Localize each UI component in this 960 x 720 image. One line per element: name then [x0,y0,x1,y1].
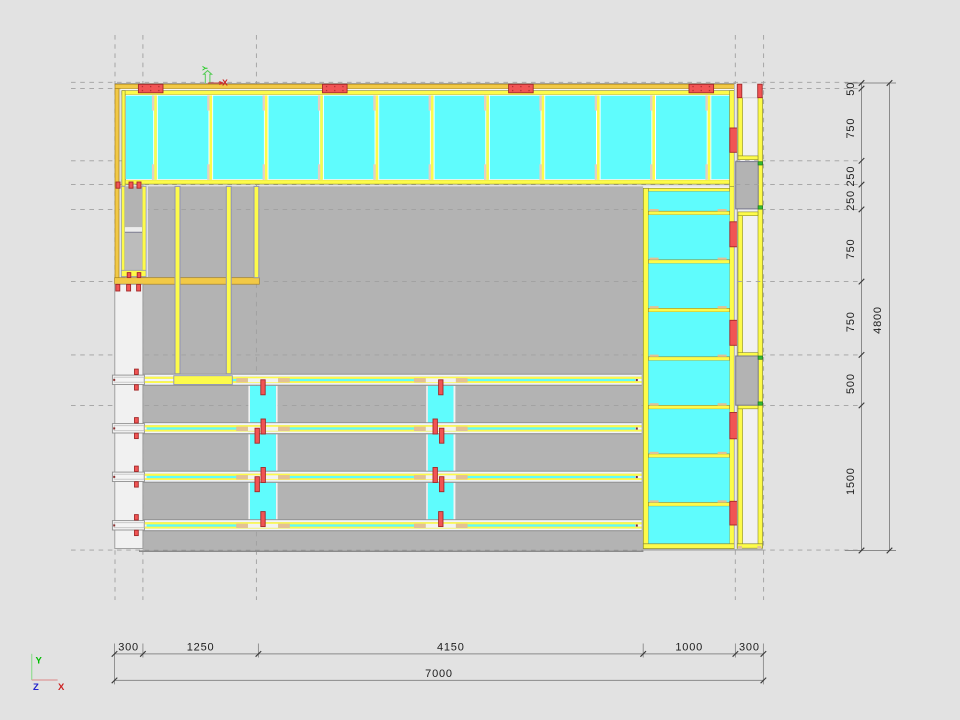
svg-text:300: 300 [118,641,139,653]
svg-text:250: 250 [845,190,857,211]
svg-text:750: 750 [845,239,857,260]
svg-text:1250: 1250 [187,641,215,653]
svg-text:Z: Z [33,682,39,693]
svg-text:X: X [222,78,228,88]
svg-text:750: 750 [845,311,857,332]
svg-text:4150: 4150 [437,641,465,653]
svg-text:1500: 1500 [845,467,857,495]
svg-text:Y: Y [36,655,43,666]
svg-text:4800: 4800 [872,306,884,334]
svg-text:X: X [58,682,65,693]
svg-text:Y: Y [200,66,209,71]
svg-text:1000: 1000 [675,641,703,653]
svg-text:50: 50 [845,82,857,96]
svg-text:7000: 7000 [425,668,453,680]
svg-text:300: 300 [739,641,760,653]
svg-text:750: 750 [845,118,857,139]
svg-text:250: 250 [845,166,857,187]
svg-text:500: 500 [845,373,857,394]
